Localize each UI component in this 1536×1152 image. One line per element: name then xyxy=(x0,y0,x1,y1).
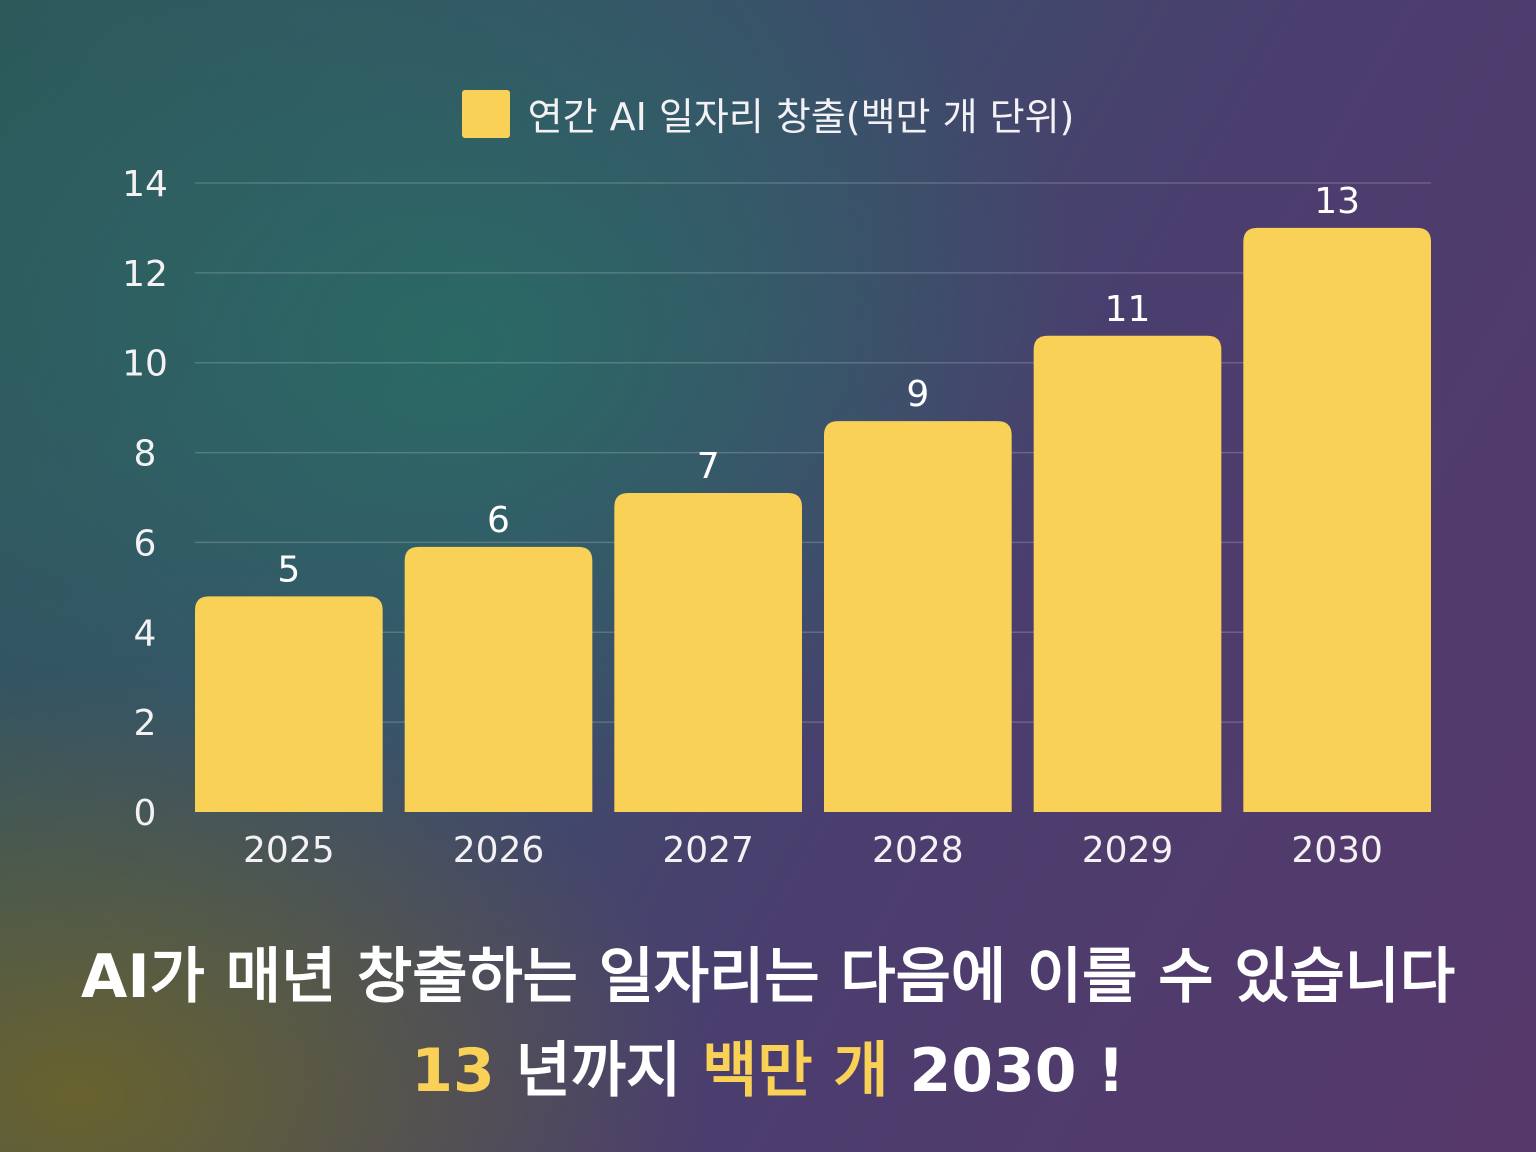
y-tick-label-8: 8 xyxy=(134,434,157,475)
bar-2029 xyxy=(1033,335,1222,812)
data-label-2028: 9 xyxy=(906,374,929,415)
x-tick-label-2027: 2027 xyxy=(662,830,754,871)
bar-2030 xyxy=(1243,227,1431,812)
data-label-2025: 5 xyxy=(277,549,300,590)
y-tick-label-2: 2 xyxy=(134,703,157,744)
y-tick-label-12: 12 xyxy=(122,254,168,295)
x-tick-label-2030: 2030 xyxy=(1291,830,1383,871)
bar-2027 xyxy=(614,493,802,812)
y-tick-label-6: 6 xyxy=(134,523,157,564)
bar-2025 xyxy=(195,596,383,812)
headline-line-1: AI가 매년 창출하는 일자리는 다음에 이를 수 있습니다 xyxy=(80,942,1456,1012)
legend-swatch xyxy=(461,89,510,138)
data-label-2030: 13 xyxy=(1314,181,1360,222)
headline-number: 13 xyxy=(411,1036,495,1106)
headline-unit: 백만 개 xyxy=(702,1036,889,1106)
x-tick-label-2028: 2028 xyxy=(872,830,964,871)
data-label-2029: 11 xyxy=(1105,289,1151,330)
chart-legend: 연간 AI 일자리 창출(백만 개 단위) xyxy=(0,86,1536,141)
legend-label: 연간 AI 일자리 창출(백만 개 단위) xyxy=(527,95,1075,139)
headline-text-a: 년까지 xyxy=(494,1036,703,1106)
headline-line-2: 13 년까지 백만 개 2030 ! xyxy=(0,1022,1536,1109)
x-tick-label-2025: 2025 xyxy=(243,830,335,871)
bar-chart: 0 2 4 6 8 10 12 14 5 2025 6 2026 7 2027 9 2028 11 2029 13 2… xyxy=(122,164,1431,871)
bar-2026 xyxy=(404,546,593,812)
x-tick-label-2026: 2026 xyxy=(453,830,545,871)
data-label-2027: 7 xyxy=(697,446,720,487)
bar-2028 xyxy=(824,421,1012,812)
data-label-2026: 6 xyxy=(487,500,510,541)
y-tick-label-10: 10 xyxy=(122,344,168,385)
y-tick-label-0: 0 xyxy=(134,793,157,834)
headline-year: 2030 ! xyxy=(888,1036,1125,1106)
y-tick-label-4: 4 xyxy=(134,613,157,654)
x-tick-label-2029: 2029 xyxy=(1082,830,1174,871)
y-tick-label-14: 14 xyxy=(122,164,168,205)
